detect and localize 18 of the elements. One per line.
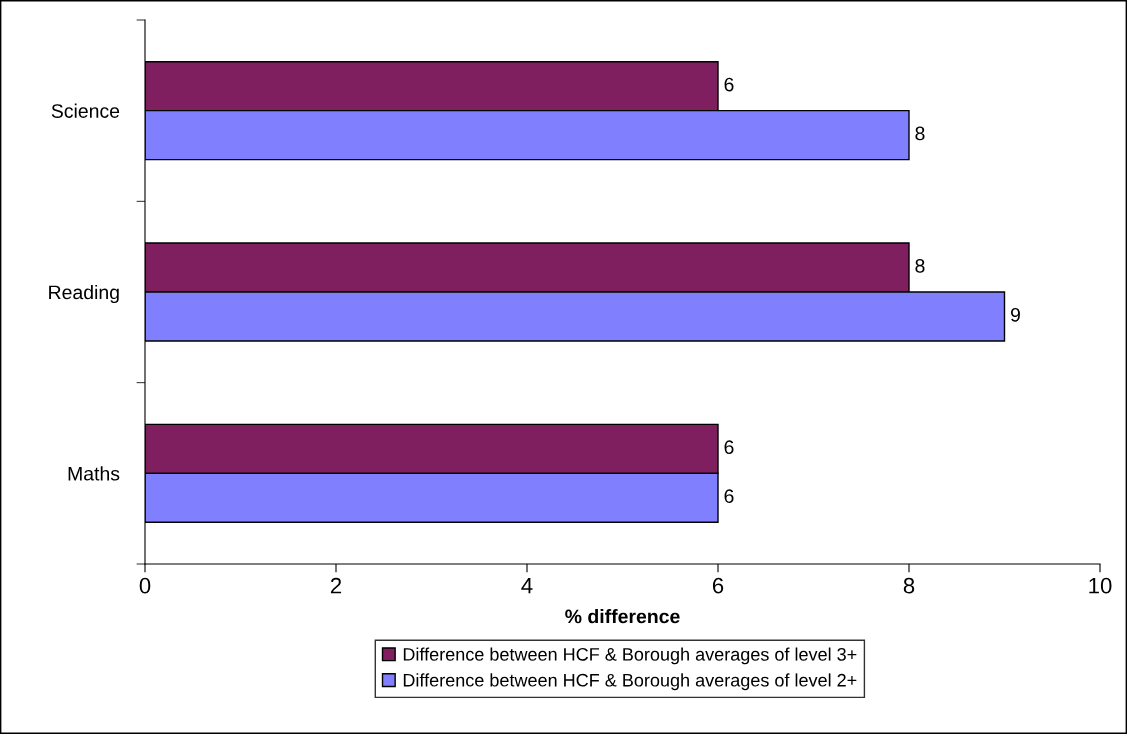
x-tick-label: 4 — [521, 578, 533, 594]
data-label: 9 — [1010, 307, 1020, 322]
x-tick-label: 2 — [330, 577, 342, 594]
x-tick-label: 8 — [903, 577, 915, 594]
legend-label: Difference between HCF & Borough averages of level 3+ — [403, 647, 857, 665]
legend-label: Difference between HCF & Borough averages of level 2+ — [403, 673, 857, 691]
data-label: 6 — [724, 440, 734, 455]
y-tick-label: Reading — [49, 284, 119, 304]
data-label: 8 — [915, 126, 925, 141]
y-tick-label: Maths — [68, 466, 120, 481]
data-label: 8 — [915, 258, 925, 273]
x-axis-title: % difference — [565, 609, 680, 624]
x-tick-label: 0 — [139, 577, 151, 594]
y-tick-label: Science — [51, 103, 120, 118]
data-label: 6 — [724, 77, 734, 92]
x-tick-label: 10 — [1089, 577, 1112, 594]
data-label: 6 — [724, 489, 734, 504]
x-tick-label: 6 — [712, 577, 724, 594]
